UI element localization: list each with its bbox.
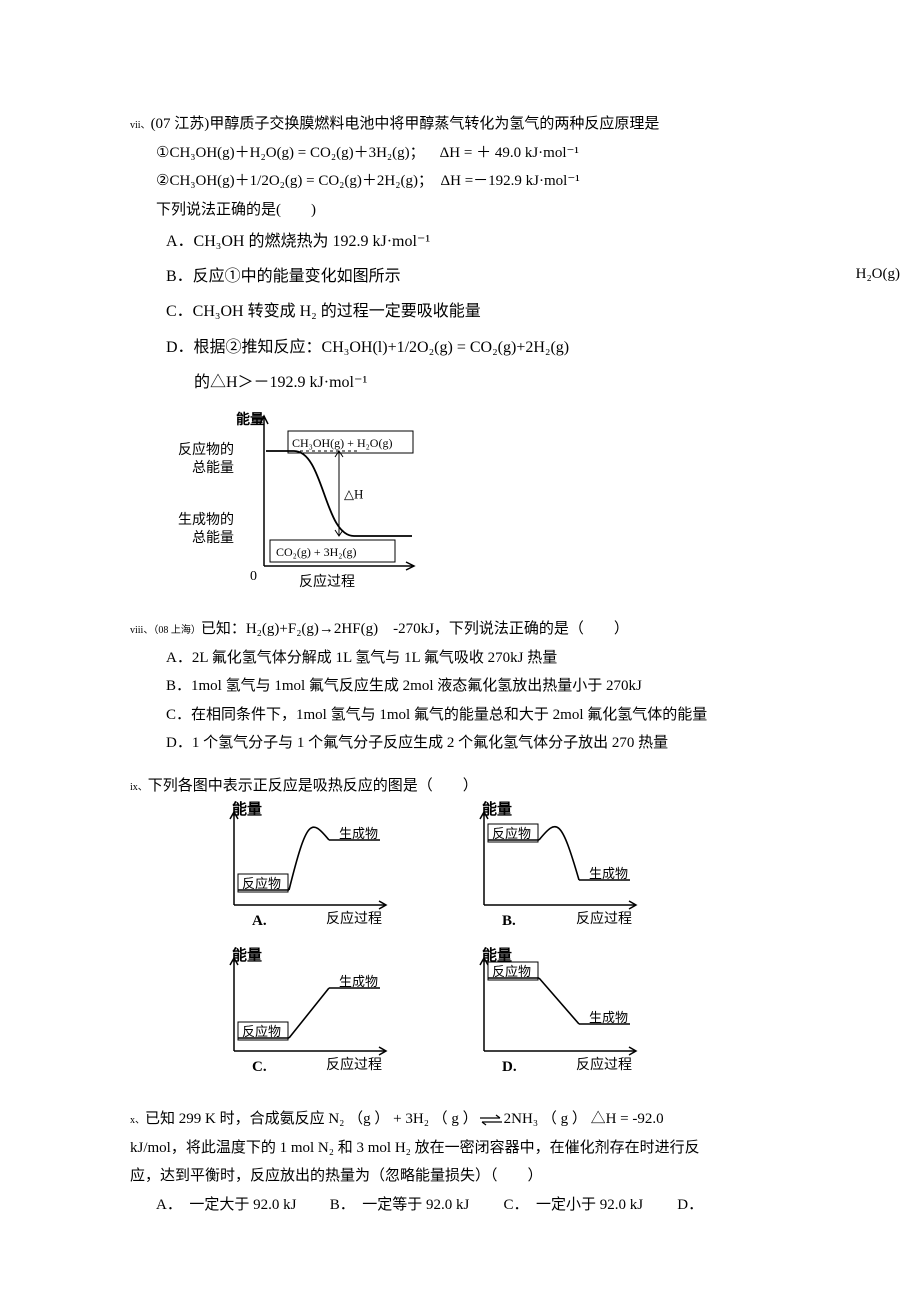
q10-option-c: C． 一定小于 92.0 kJ bbox=[504, 1191, 674, 1220]
q7-eq1-right: ΔH = ＋ 49.0 kJ·mol⁻¹ bbox=[440, 145, 579, 161]
q7-option-d-line2: 的△H＞－192.9 kJ·mol⁻¹ bbox=[130, 365, 790, 400]
q7-source: (07 江苏) bbox=[151, 116, 210, 132]
svg-text:反应物: 反应物 bbox=[242, 1024, 281, 1039]
q9-stem-text: 下列各图中表示正反应是吸热反应的图是（ ） bbox=[148, 778, 478, 794]
q8-option-a: A．2L 氟化氢气体分解成 1L 氢气与 1L 氟气吸收 270kJ 热量 bbox=[130, 644, 790, 673]
svg-text:A.: A. bbox=[252, 913, 267, 929]
q9-number: ix、 bbox=[130, 782, 148, 793]
q7-option-d-line1: D．根据②推知反应：CH₃OH(l)+1/2O₂(g) = CO₂(g)+2H₂… bbox=[130, 330, 790, 365]
energy-diagram-svg: 能量反应物的总能量生成物的总能量0反应过程CH₃OH(g) + H₂O(g)CO… bbox=[174, 406, 424, 591]
q7-eq2: ②CH₃OH(g)＋1/2O₂(g) = CO₂(g)＋2H₂(g)； ΔH =… bbox=[130, 167, 790, 196]
q10-options: A． 一定大于 92.0 kJ B． 一定等于 92.0 kJ C． 一定小于 … bbox=[130, 1191, 790, 1220]
q8-source: （08 上海） bbox=[153, 625, 201, 636]
q8-number: viii、 bbox=[130, 625, 153, 636]
svg-text:生成物: 生成物 bbox=[589, 866, 628, 881]
svg-text:生成物: 生成物 bbox=[589, 1010, 628, 1025]
svg-text:反应过程: 反应过程 bbox=[326, 910, 382, 927]
q8-option-c: C．在相同条件下，1mol 氢气与 1mol 氟气的能量总和大于 2mol 氟化… bbox=[130, 701, 790, 730]
q10-option-d: D． bbox=[677, 1191, 703, 1220]
q8-option-d: D．1 个氢气分子与 1 个氟气分子反应生成 2 个氟化氢气体分子放出 270 … bbox=[130, 729, 790, 758]
question-10: x、已知 299 K 时，合成氨反应 N₂ （g ） + 3H₂ （ g ） 2N… bbox=[130, 1105, 790, 1219]
svg-text:总能量: 总能量 bbox=[192, 460, 234, 476]
svg-text:能量: 能量 bbox=[236, 411, 264, 428]
q7-option-b: B．反应①中的能量变化如图所示 bbox=[130, 259, 790, 294]
q7-option-a: A．CH₃OH 的燃烧热为 192.9 kJ·mol⁻¹ bbox=[130, 224, 790, 259]
svg-text:能量: 能量 bbox=[482, 946, 512, 964]
svg-text:反应物的: 反应物的 bbox=[178, 441, 234, 458]
q7-energy-diagram: 能量反应物的总能量生成物的总能量0反应过程CH₃OH(g) + H₂O(g)CO… bbox=[130, 406, 790, 602]
q10-number: x、 bbox=[130, 1115, 145, 1126]
svg-text:能量: 能量 bbox=[232, 946, 262, 964]
svg-text:C.: C. bbox=[252, 1059, 267, 1075]
q8-option-b: B．1mol 氢气与 1mol 氟气反应生成 2mol 液态氟化氢放出热量小于 … bbox=[130, 672, 790, 701]
q9-panel-d: 能量反应过程 D. 反应物生成物 bbox=[436, 946, 686, 1092]
svg-text:反应过程: 反应过程 bbox=[299, 573, 355, 590]
q10-stem1a: 已知 299 K 时，合成氨反应 N₂ （g ） + 3H₂ （ g ） bbox=[145, 1111, 478, 1127]
q10-stem-line1: x、已知 299 K 时，合成氨反应 N₂ （g ） + 3H₂ （ g ） 2N… bbox=[130, 1105, 790, 1134]
svg-text:D.: D. bbox=[502, 1059, 517, 1075]
svg-text:生成物: 生成物 bbox=[339, 974, 378, 989]
svg-text:反应过程: 反应过程 bbox=[576, 1056, 632, 1073]
q10-option-a: A． 一定大于 92.0 kJ bbox=[156, 1191, 326, 1220]
question-8: viii、（08 上海）已知：H₂(g)+F₂(g)→2HF(g) -270kJ… bbox=[130, 615, 790, 758]
q10-option-b: B． 一定等于 92.0 kJ bbox=[330, 1191, 500, 1220]
q10-stem1b: 2NH₃ （ g ） △H = -92.0 bbox=[504, 1111, 664, 1127]
q7-eq2-left: ②CH₃OH(g)＋1/2O₂(g) = CO₂(g)＋2H₂(g)； bbox=[156, 173, 433, 189]
q10-stem-line2: kJ/mol，将此温度下的 1 mol N₂ 和 3 mol H₂ 放在一密闭容… bbox=[130, 1134, 790, 1163]
q9-panel-a: 能量反应过程 A. 反应物 生成物 bbox=[186, 800, 436, 946]
q7-ask: 下列说法正确的是( ) bbox=[130, 196, 790, 225]
svg-text:0: 0 bbox=[250, 569, 257, 584]
svg-text:生成物的: 生成物的 bbox=[178, 512, 234, 528]
svg-text:B.: B. bbox=[502, 913, 516, 929]
q8-stem-text: 已知：H₂(g)+F₂(g)→2HF(g) -270kJ，下列说法正确的是（ ） bbox=[201, 621, 629, 637]
q10-stem-line3: 应，达到平衡时，反应放出的热量为（忽略能量损失）（ ） bbox=[130, 1162, 790, 1191]
q9-diagram-grid: 能量反应过程A.反应物生成物 能量反应过程B.反应物生成物 能量反应过程C.反应… bbox=[186, 800, 686, 1091]
svg-text:生成物: 生成物 bbox=[339, 826, 378, 841]
q7-number: vii、 bbox=[130, 120, 151, 131]
q9-panel-b: 能量反应过程 B. 反应物生成物 bbox=[436, 800, 686, 946]
svg-text:能量: 能量 bbox=[482, 800, 512, 818]
q7-eq1: ①CH₃OH(g)＋H₂O(g) = CO₂(g)＋3H₂(g)； ΔH = ＋… bbox=[130, 139, 790, 168]
q8-stem: viii、（08 上海）已知：H₂(g)+F₂(g)→2HF(g) -270kJ… bbox=[130, 615, 790, 644]
q7-option-c: C．CH₃OH 转变成 H₂ 的过程一定要吸收能量 bbox=[130, 294, 790, 329]
q7-eq1-left: ①CH₃OH(g)＋H₂O(g) = CO₂(g)＋3H₂(g)； bbox=[156, 145, 425, 161]
svg-text:反应过程: 反应过程 bbox=[326, 1056, 382, 1073]
svg-text:△H: △H bbox=[344, 486, 363, 501]
svg-text:能量: 能量 bbox=[232, 800, 262, 818]
q9-panel-c: 能量反应过程 C. 反应物 生成物 bbox=[186, 946, 436, 1092]
q7-stem-text: 甲醇质子交换膜燃料电池中将甲醇蒸气转化为氢气的两种反应原理是 bbox=[209, 116, 659, 132]
svg-text:反应物: 反应物 bbox=[492, 826, 531, 841]
svg-text:反应物: 反应物 bbox=[242, 876, 281, 891]
svg-text:CO₂(g) + 3H₂(g): CO₂(g) + 3H₂(g) bbox=[276, 545, 356, 559]
svg-text:CH₃OH(g) + H₂O(g): CH₃OH(g) + H₂O(g) bbox=[292, 436, 392, 450]
q7-stem: vii、(07 江苏)甲醇质子交换膜燃料电池中将甲醇蒸气转化为氢气的两种反应原理… bbox=[130, 110, 790, 139]
question-9: ix、下列各图中表示正反应是吸热反应的图是（ ） 能量反应过程A.反应物生成物 … bbox=[130, 772, 790, 1092]
q7-eq2-right: ΔH =－192.9 kJ·mol⁻¹ bbox=[440, 173, 579, 189]
question-7: vii、(07 江苏)甲醇质子交换膜燃料电池中将甲醇蒸气转化为氢气的两种反应原理… bbox=[130, 110, 790, 601]
equilibrium-arrow-icon bbox=[478, 1114, 504, 1126]
svg-text:反应过程: 反应过程 bbox=[576, 910, 632, 927]
svg-text:总能量: 总能量 bbox=[192, 530, 234, 546]
q7-side-label: H₂O(g) bbox=[856, 260, 900, 289]
q9-stem: ix、下列各图中表示正反应是吸热反应的图是（ ） bbox=[130, 772, 790, 801]
svg-text:反应物: 反应物 bbox=[492, 964, 531, 979]
